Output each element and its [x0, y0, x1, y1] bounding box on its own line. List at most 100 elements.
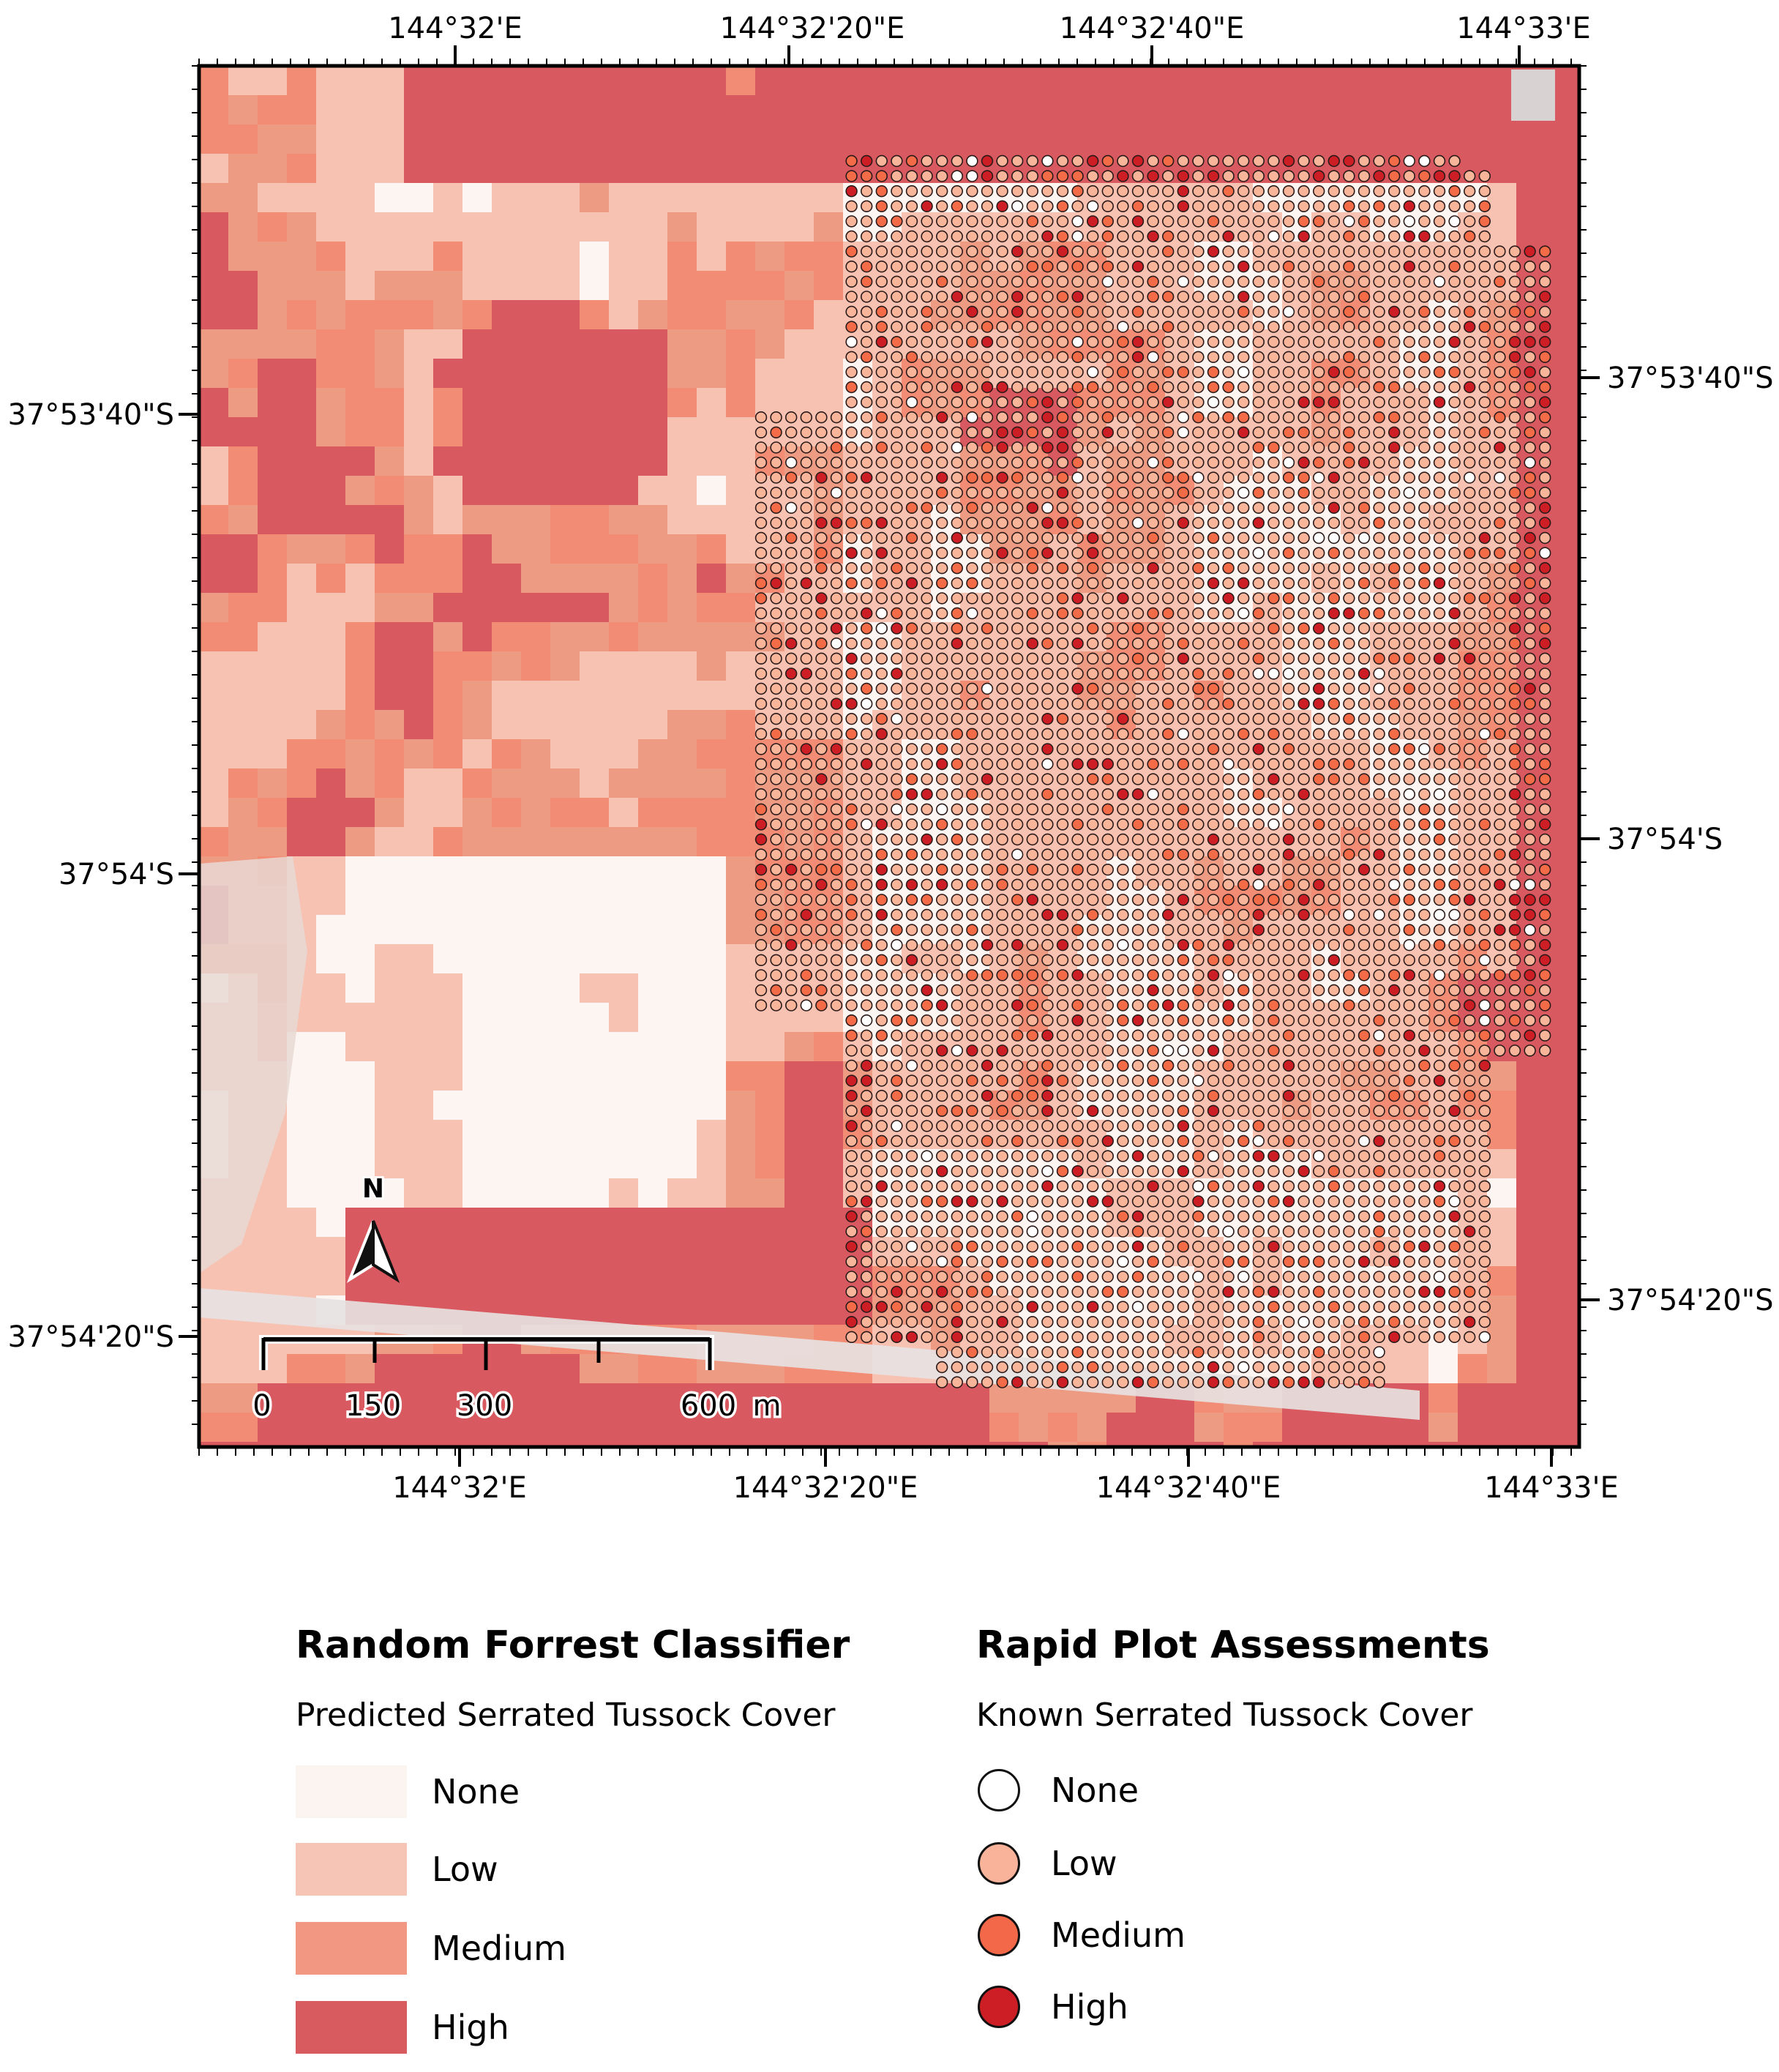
plot-point	[1312, 291, 1325, 303]
plot-point	[891, 561, 903, 575]
raster-cell	[521, 1120, 550, 1149]
plot-point	[1086, 351, 1099, 363]
plot-point	[1207, 200, 1220, 212]
plot-point	[1448, 471, 1461, 484]
raster-cell	[1399, 95, 1428, 124]
plot-point	[966, 577, 978, 589]
plot-point	[1508, 547, 1521, 559]
plot-point	[1508, 818, 1521, 831]
raster-cell	[404, 973, 433, 1003]
raster-cell	[375, 1091, 404, 1120]
plot-point	[1327, 818, 1341, 831]
plot-point	[1011, 261, 1024, 273]
plot-point	[1131, 411, 1145, 424]
plot-point	[1463, 366, 1476, 378]
plot-point	[754, 924, 768, 936]
plot-point	[1312, 517, 1325, 529]
raster-cell	[345, 154, 375, 183]
raster-cell	[726, 124, 755, 154]
plot-point	[1161, 622, 1175, 635]
raster-cell	[638, 1208, 667, 1237]
plot-point	[1056, 366, 1069, 378]
plot-point	[1207, 954, 1220, 967]
raster-cell	[726, 95, 755, 124]
raster-cell	[638, 1383, 667, 1413]
plot-point	[1478, 682, 1491, 695]
raster-cell	[667, 183, 697, 212]
raster-cell	[316, 1061, 345, 1091]
plot-point	[1056, 531, 1069, 545]
plot-point	[935, 743, 948, 755]
raster-cell	[462, 446, 492, 476]
plot-point	[1086, 261, 1099, 273]
plot-point	[875, 170, 888, 182]
plot-point	[1418, 336, 1431, 348]
plot-point	[1147, 833, 1159, 846]
raster-cell	[199, 212, 228, 242]
plot-point	[1222, 803, 1235, 816]
plot-point	[830, 456, 843, 469]
plot-point	[1539, 848, 1551, 861]
raster-cell	[1575, 154, 1579, 183]
plot-point	[1177, 773, 1190, 785]
plot-point	[1086, 788, 1099, 801]
plot-point	[1494, 561, 1506, 575]
plot-point	[905, 758, 918, 771]
plot-point	[815, 848, 828, 861]
raster-cell	[316, 242, 345, 271]
plot-point	[1222, 245, 1235, 258]
plot-point	[1282, 305, 1295, 318]
plot-point	[770, 788, 782, 801]
plot-point	[996, 908, 1008, 921]
plot-point	[1207, 743, 1220, 755]
plot-point	[905, 863, 918, 876]
plot-point	[770, 863, 782, 876]
raster-cell	[228, 300, 258, 329]
plot-point	[1297, 984, 1310, 997]
plot-point	[1131, 471, 1145, 484]
plot-point	[1071, 908, 1084, 921]
plot-point	[1357, 969, 1371, 981]
plot-point	[1267, 411, 1280, 424]
plot-point	[1373, 652, 1385, 665]
plot-point	[1494, 531, 1506, 545]
plot-point	[891, 878, 903, 891]
plot-point	[1357, 788, 1371, 801]
plot-point	[905, 215, 918, 228]
plot-point	[1373, 245, 1385, 258]
plot-point	[1117, 607, 1129, 620]
plot-point	[1056, 245, 1069, 258]
plot-point	[1147, 305, 1159, 318]
plot-point	[875, 275, 888, 288]
raster-cell	[638, 798, 667, 827]
raster-cell	[375, 242, 404, 271]
raster-cell	[1019, 124, 1048, 154]
plot-point	[1387, 200, 1401, 212]
plot-point	[1282, 878, 1295, 891]
plot-point	[1433, 682, 1446, 695]
raster-cell	[726, 768, 755, 798]
raster-cell	[784, 329, 814, 359]
plot-point	[996, 531, 1008, 545]
plot-point	[1117, 261, 1129, 273]
plot-point	[1403, 803, 1416, 816]
plot-point	[1041, 230, 1054, 243]
plot-point	[1297, 999, 1310, 1011]
raster-cell	[433, 446, 462, 476]
plot-point	[1222, 607, 1235, 620]
plot-point	[1267, 969, 1280, 981]
plot-point	[1026, 366, 1039, 378]
raster-cell	[345, 886, 375, 915]
plot-point	[921, 697, 933, 710]
plot-point	[1282, 261, 1295, 273]
plot-point	[1418, 743, 1431, 755]
raster-cell	[375, 183, 404, 212]
plot-point	[754, 577, 768, 589]
plot-point	[800, 411, 813, 424]
plot-point	[981, 607, 994, 620]
raster-cell	[580, 505, 609, 534]
plot-point	[1056, 607, 1069, 620]
plot-point	[1056, 894, 1069, 906]
plot-point	[1373, 969, 1385, 981]
plot-point	[1041, 743, 1054, 755]
